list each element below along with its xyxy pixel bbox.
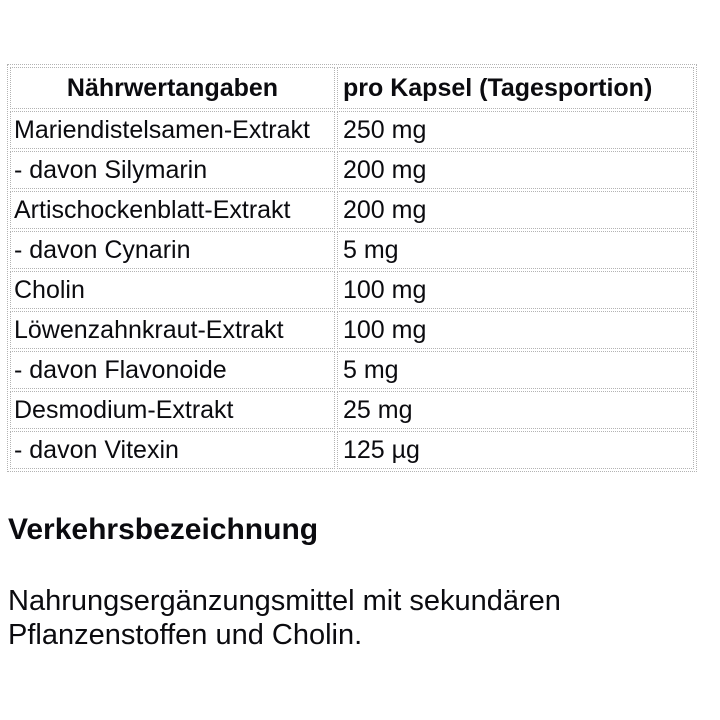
table-row: Desmodium-Extrakt 25 mg (10, 391, 694, 429)
ingredient-value: 100 mg (337, 311, 694, 349)
ingredient-value: 5 mg (337, 351, 694, 389)
ingredient-value: 125 µg (337, 431, 694, 469)
table-header-row: Nährwertangaben pro Kapsel (Tagesportion… (10, 67, 694, 109)
ingredient-value: 5 mg (337, 231, 694, 269)
ingredient-label: Desmodium-Extrakt (10, 391, 335, 429)
ingredient-value: 200 mg (337, 191, 694, 229)
ingredient-value: 100 mg (337, 271, 694, 309)
ingredient-label: Mariendistelsamen-Extrakt (10, 111, 335, 149)
ingredient-label: - davon Cynarin (10, 231, 335, 269)
table-row: Mariendistelsamen-Extrakt 250 mg (10, 111, 694, 149)
ingredient-value: 200 mg (337, 151, 694, 189)
ingredient-label: Cholin (10, 271, 335, 309)
header-nutrition-label: Nährwertangaben (10, 67, 335, 109)
table-row: Cholin 100 mg (10, 271, 694, 309)
table-row: - davon Silymarin 200 mg (10, 151, 694, 189)
table-row: - davon Flavonoide 5 mg (10, 351, 694, 389)
nutrition-facts-table: Nährwertangaben pro Kapsel (Tagesportion… (7, 64, 697, 472)
table-row: - davon Cynarin 5 mg (10, 231, 694, 269)
ingredient-label: Artischockenblatt-Extrakt (10, 191, 335, 229)
ingredient-label: Löwenzahnkraut-Extrakt (10, 311, 335, 349)
ingredient-label: - davon Vitexin (10, 431, 335, 469)
table-head: Nährwertangaben pro Kapsel (Tagesportion… (10, 67, 694, 109)
table-row: Löwenzahnkraut-Extrakt 100 mg (10, 311, 694, 349)
table-body: Mariendistelsamen-Extrakt 250 mg - davon S… (10, 111, 694, 469)
ingredient-value: 250 mg (337, 111, 694, 149)
section-heading-verkehrsbezeichnung: Verkehrsbezeichnung (8, 513, 319, 546)
ingredient-value: 25 mg (337, 391, 694, 429)
header-per-capsule: pro Kapsel (Tagesportion) (337, 67, 694, 109)
product-description: Nährwertangaben pro Kapsel (Tagesportion… (7, 64, 697, 651)
table-row: - davon Vitexin 125 µg (10, 431, 694, 469)
ingredient-label: - davon Flavonoide (10, 351, 335, 389)
ingredient-label: - davon Silymarin (10, 151, 335, 189)
section-body-text: Nahrungsergänzungsmittel mit sekundären … (8, 585, 561, 651)
table-row: Artischockenblatt-Extrakt 200 mg (10, 191, 694, 229)
